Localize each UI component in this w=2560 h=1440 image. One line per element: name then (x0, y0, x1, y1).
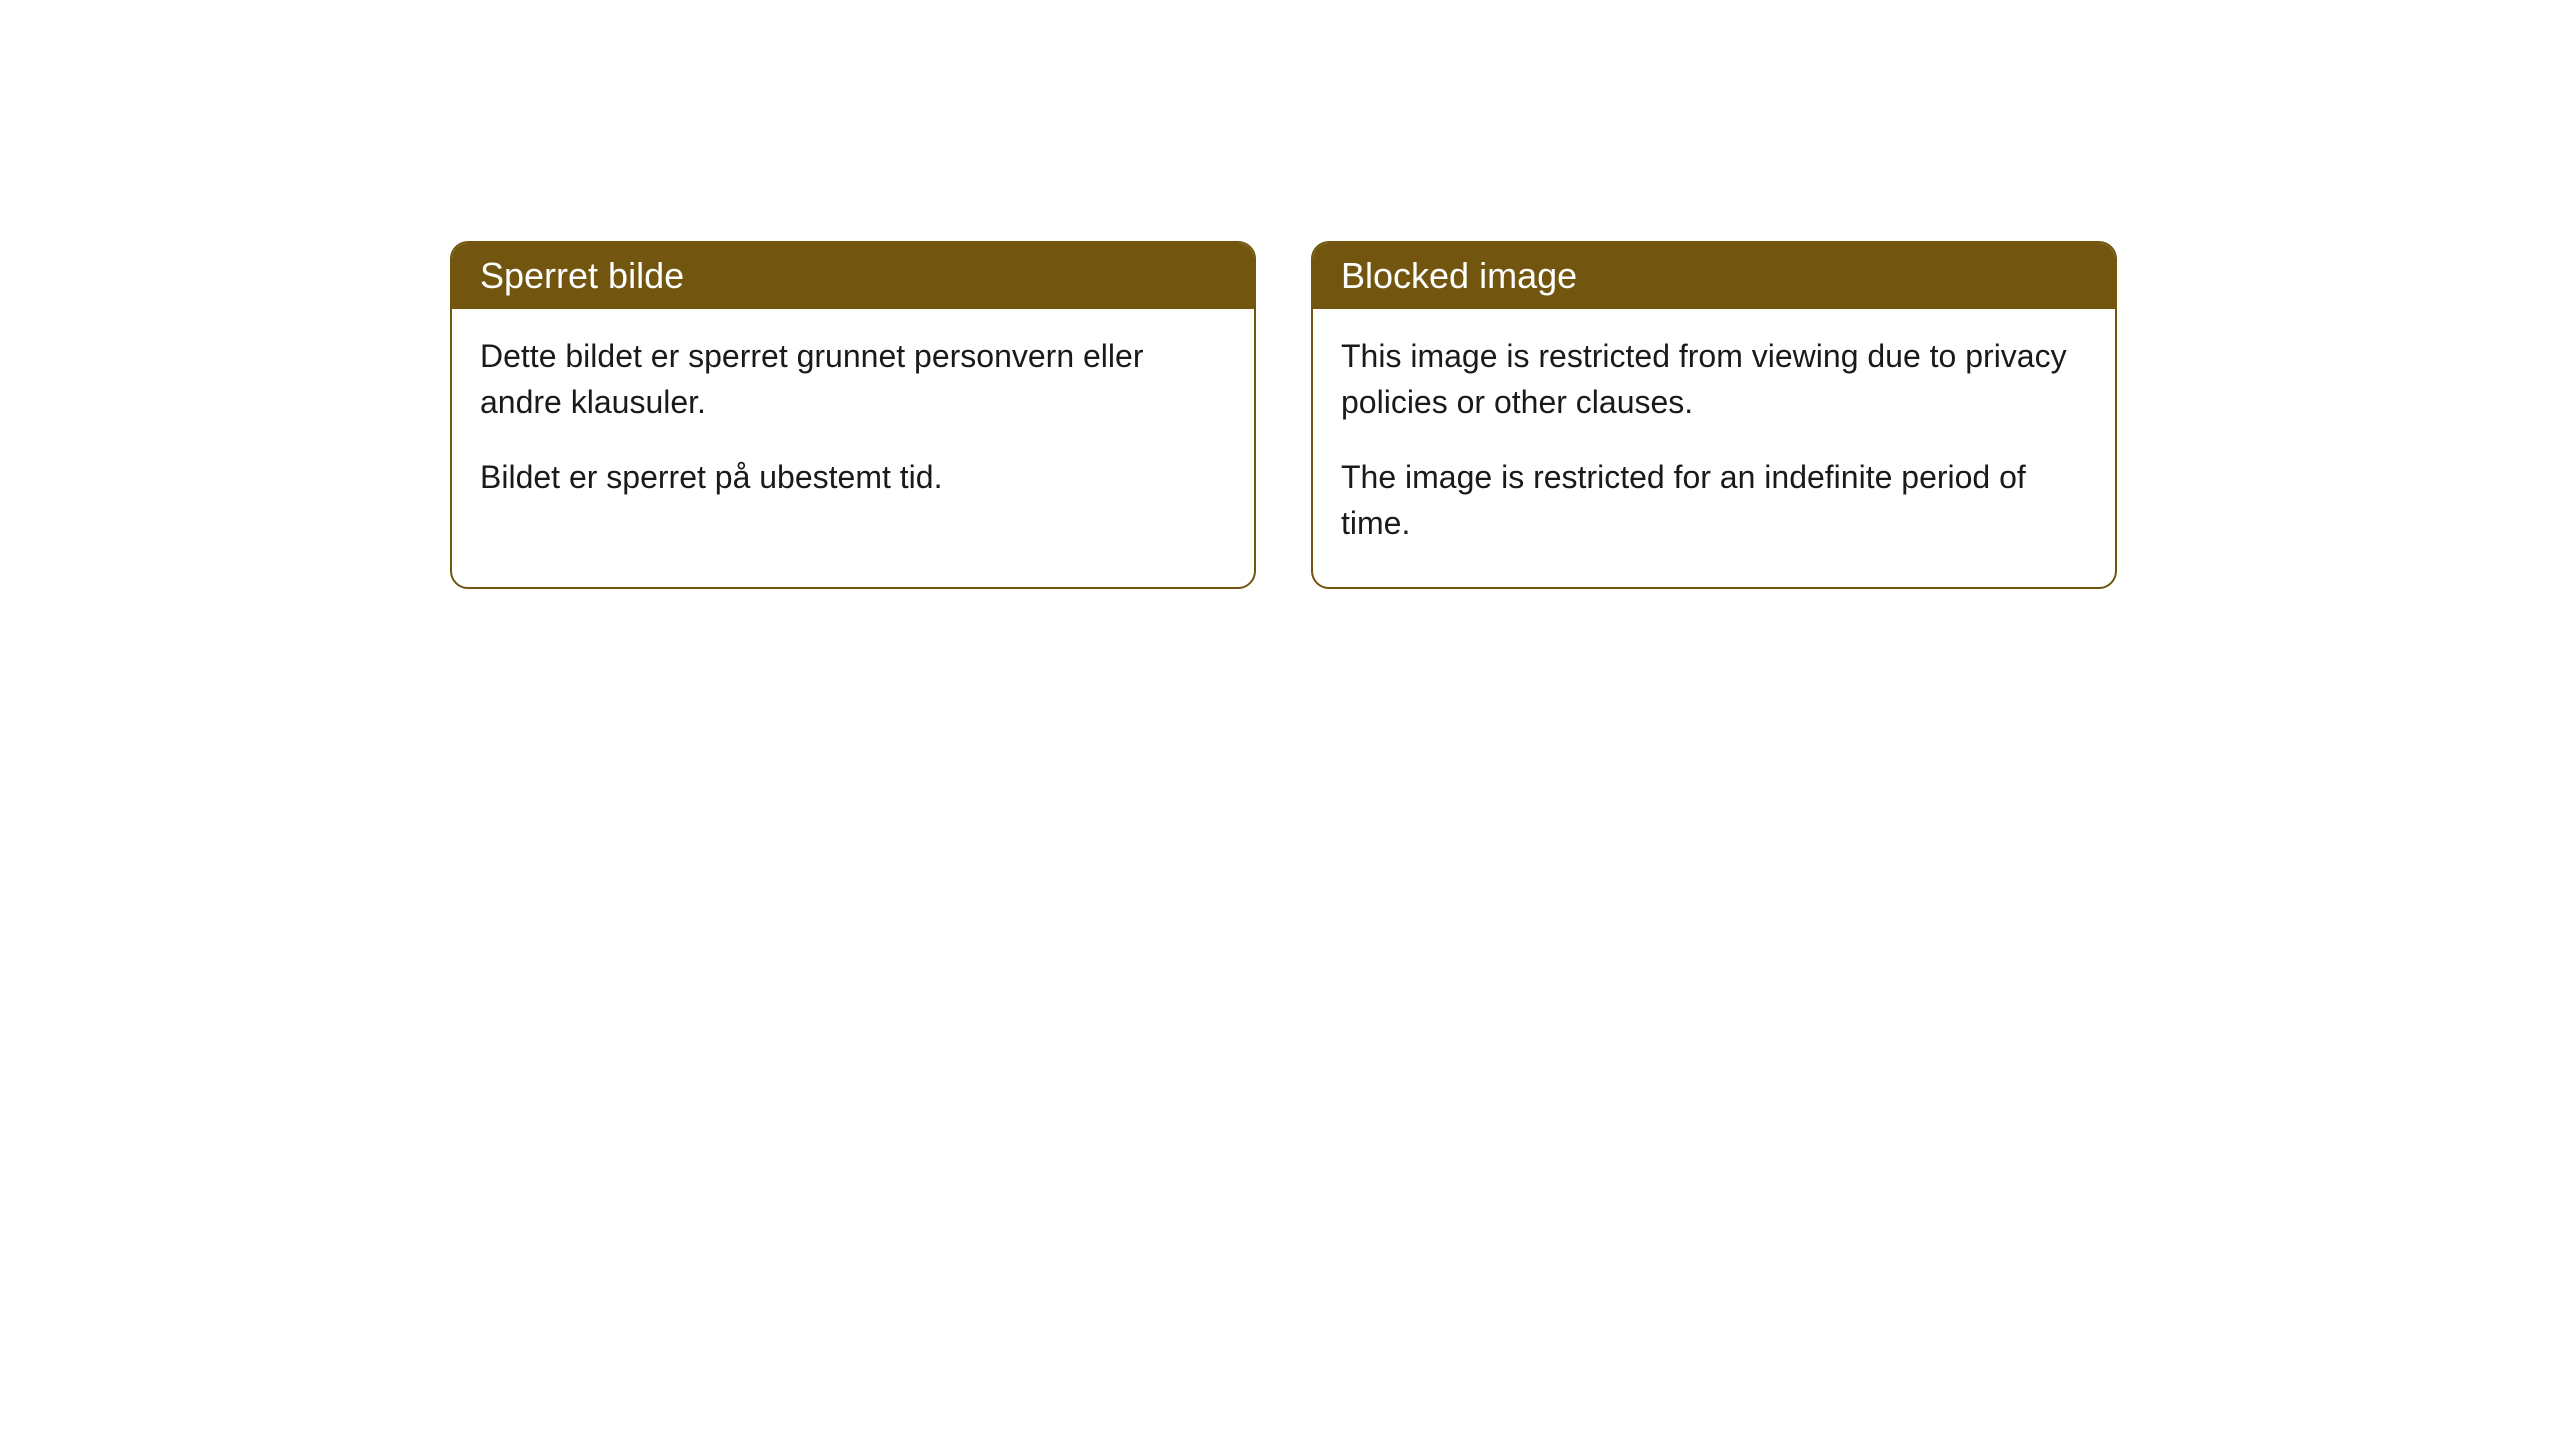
card-english: Blocked image This image is restricted f… (1311, 241, 2117, 589)
card-body-norwegian: Dette bildet er sperret grunnet personve… (452, 309, 1254, 540)
card-header-norwegian: Sperret bilde (452, 243, 1254, 309)
card-paragraph-1: Dette bildet er sperret grunnet personve… (480, 333, 1226, 426)
card-header-english: Blocked image (1313, 243, 2115, 309)
cards-container: Sperret bilde Dette bildet er sperret gr… (450, 241, 2117, 589)
card-norwegian: Sperret bilde Dette bildet er sperret gr… (450, 241, 1256, 589)
card-paragraph-2: Bildet er sperret på ubestemt tid. (480, 454, 1226, 500)
card-paragraph-1: This image is restricted from viewing du… (1341, 333, 2087, 426)
card-body-english: This image is restricted from viewing du… (1313, 309, 2115, 587)
card-paragraph-2: The image is restricted for an indefinit… (1341, 454, 2087, 547)
